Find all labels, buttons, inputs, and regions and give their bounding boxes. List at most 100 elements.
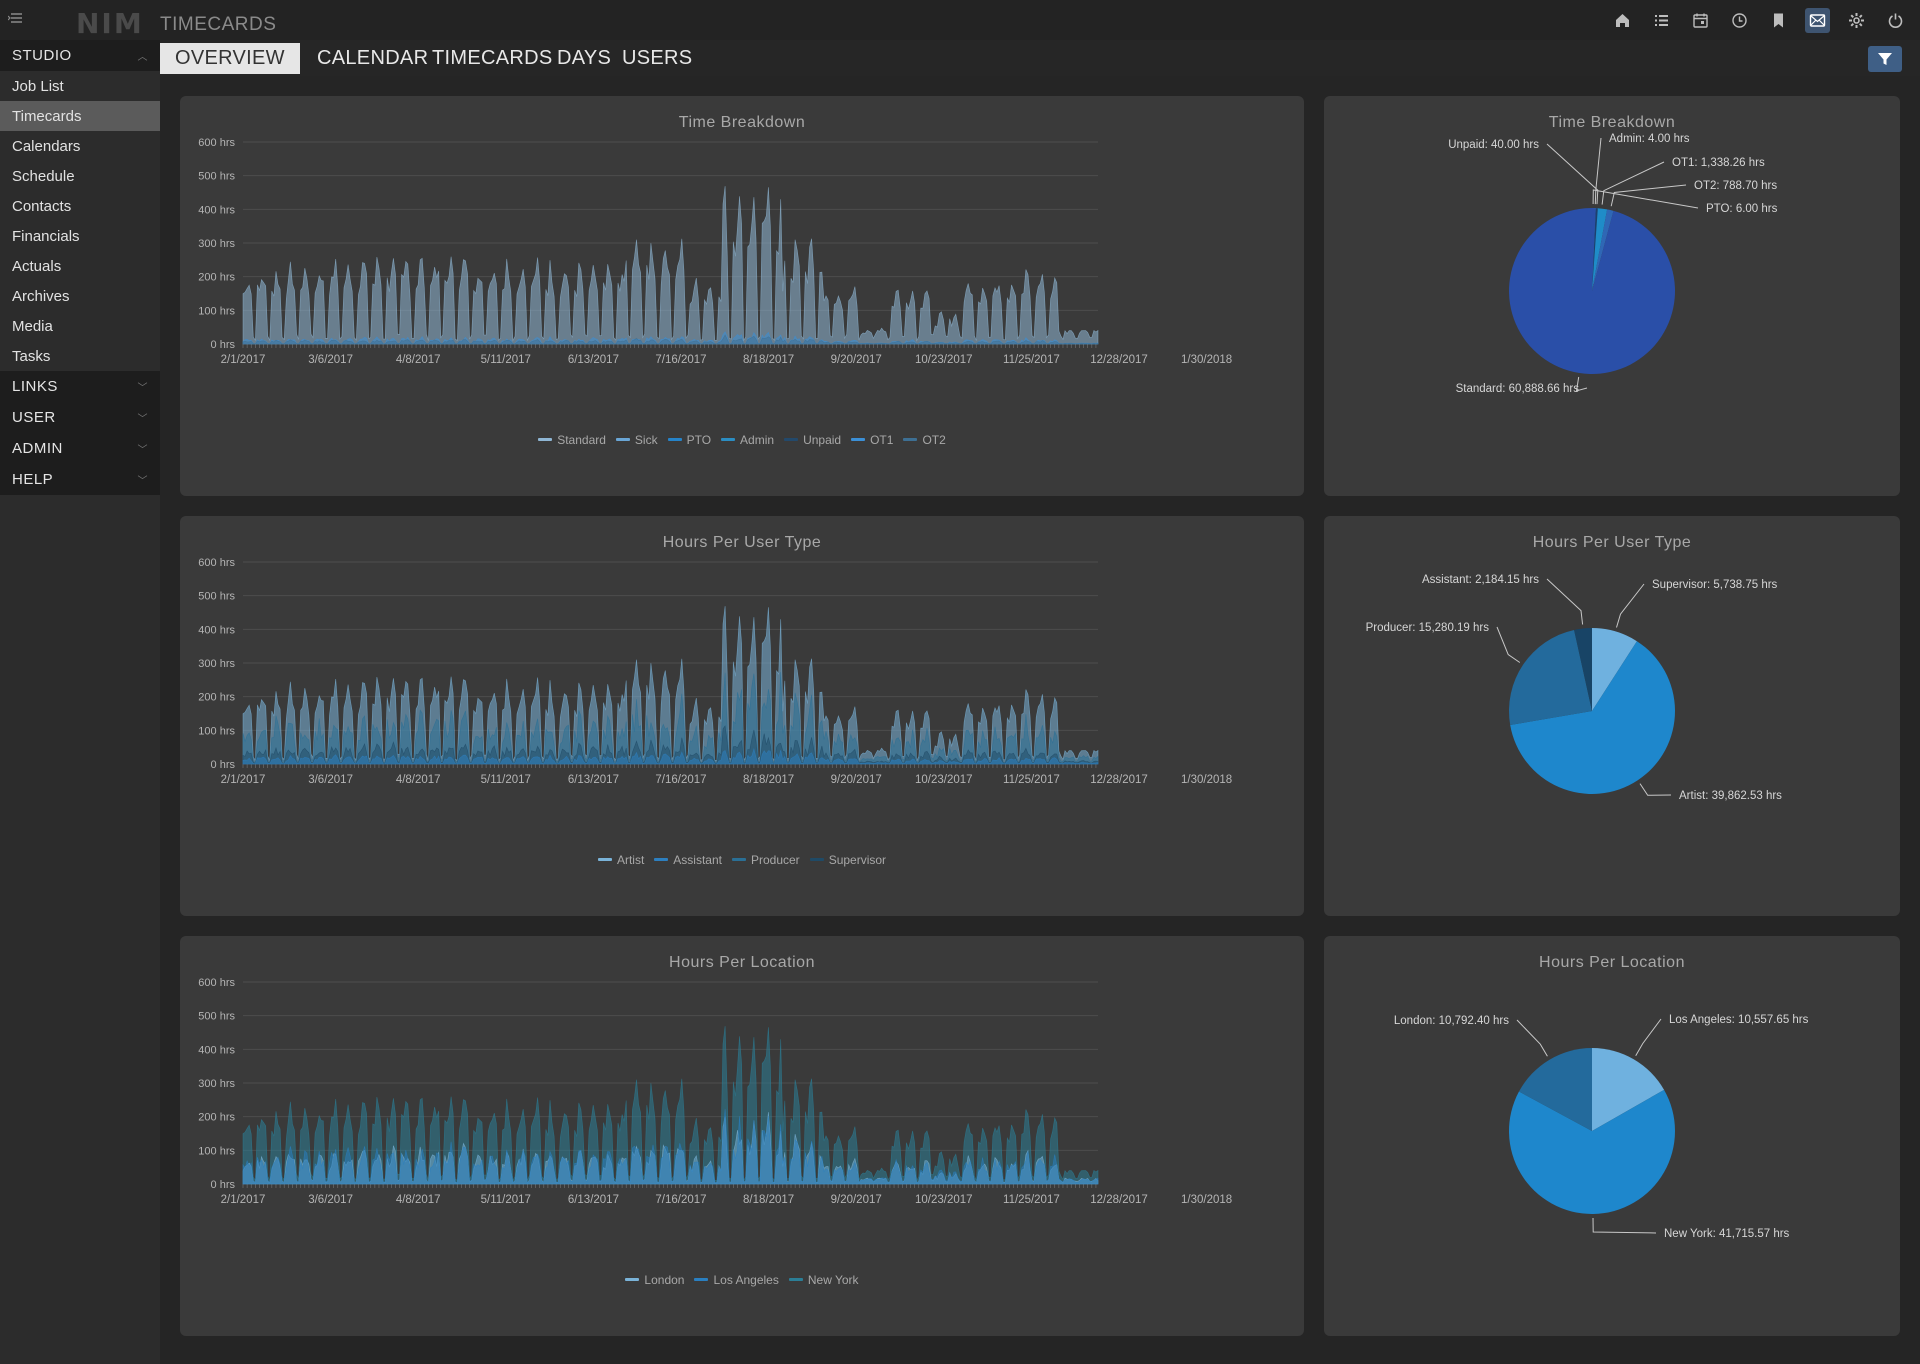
pie-leader-line <box>1592 1217 1657 1234</box>
x-tick-label: 4/8/2017 <box>396 774 441 786</box>
pie-slice-supervisor[interactable] <box>1592 628 1637 711</box>
y-tick-label: 0 hrs <box>211 1179 236 1191</box>
sidebar-item-archives[interactable]: Archives <box>12 287 70 305</box>
sidebar-section-studio[interactable]: STUDIO ︿ <box>0 40 160 71</box>
legend-item-new-york[interactable]: New York <box>788 1273 859 1287</box>
pie-slice-los-angeles[interactable] <box>1592 1048 1665 1131</box>
series-area-assistant[interactable] <box>242 747 1099 765</box>
pie-slice-artist[interactable] <box>1510 641 1675 794</box>
y-tick-label: 100 hrs <box>198 725 235 737</box>
pie-slice-ot2[interactable] <box>1592 209 1614 291</box>
sidebar-item-schedule[interactable]: Schedule <box>12 167 75 185</box>
pie-leader-line <box>1639 783 1672 796</box>
tab-days[interactable]: DAYS <box>557 47 612 69</box>
legend-item-ot1[interactable]: OT1 <box>851 433 893 447</box>
x-tick-label: 3/6/2017 <box>308 774 353 786</box>
sidebar-section-user[interactable]: USER ﹀ <box>0 402 160 433</box>
sidebar-item-tasks[interactable]: Tasks <box>12 347 51 365</box>
sidebar: STUDIO ︿ Job List Timecards Calendars Sched… <box>0 40 160 1364</box>
y-tick-label: 200 hrs <box>198 692 235 704</box>
y-tick-label: 0 hrs <box>211 339 236 351</box>
gear-button[interactable] <box>1844 8 1869 33</box>
filter-button[interactable] <box>1868 46 1902 72</box>
pie-slice-standard[interactable] <box>1509 208 1676 375</box>
y-tick-label: 500 hrs <box>198 171 235 183</box>
legend-item-los-angeles[interactable]: Los Angeles <box>694 1273 779 1287</box>
menu-icon[interactable] <box>7 12 26 26</box>
pie-leader-line <box>1610 184 1687 207</box>
sidebar-item-timecards[interactable]: Timecards <box>0 101 160 131</box>
sidebar-item-contacts[interactable]: Contacts <box>12 197 72 215</box>
x-tick-label: 2/1/2017 <box>221 774 266 786</box>
pie-leader-line <box>1635 1018 1662 1057</box>
tab-bar: OVERVIEW CALENDAR TIMECARDS DAYS USERS <box>160 40 1920 76</box>
y-tick-label: 500 hrs <box>198 1011 235 1023</box>
bookmark-icon <box>1774 13 1783 28</box>
clock-button[interactable] <box>1727 8 1752 33</box>
sidebar-section-admin[interactable]: ADMIN ﹀ <box>0 433 160 464</box>
y-tick-label: 100 hrs <box>198 305 235 317</box>
pie-slice-assistant[interactable] <box>1574 628 1592 711</box>
y-tick-label: 400 hrs <box>198 1044 235 1056</box>
chart-title: Time Breakdown <box>678 114 806 131</box>
pie-leader-line <box>1546 143 1599 205</box>
legend-item-producer[interactable]: Producer <box>731 853 800 867</box>
x-tick-label: 4/8/2017 <box>396 354 441 366</box>
legend-item-supervisor[interactable]: Supervisor <box>809 852 887 867</box>
x-tick-label: 2/1/2017 <box>221 1194 266 1206</box>
tab-calendar[interactable]: CALENDAR <box>317 47 429 69</box>
series-area-ot2[interactable] <box>242 334 1099 345</box>
legend-item-admin[interactable]: Admin <box>721 433 774 447</box>
legend-item-london[interactable]: London <box>625 1273 684 1287</box>
x-tick-label: 11/25/2017 <box>1003 1194 1060 1206</box>
legend-item-standard[interactable]: Standard <box>538 433 606 447</box>
mail-button[interactable] <box>1805 8 1830 33</box>
x-tick-label: 1/30/2018 <box>1181 1194 1232 1206</box>
legend-item-assistant[interactable]: Assistant <box>654 853 722 867</box>
pie-label: PTO: 6.00 hrs <box>1706 203 1778 215</box>
x-tick-label: 9/20/2017 <box>831 354 882 366</box>
sidebar-item-actuals[interactable]: Actuals <box>12 257 62 275</box>
legend-item-pto[interactable]: PTO <box>667 433 711 447</box>
app-logo[interactable]: NIM <box>76 7 144 40</box>
list-button[interactable] <box>1649 8 1674 33</box>
legend-swatch <box>538 438 553 441</box>
y-tick-label: 300 hrs <box>198 1078 235 1090</box>
pie-label: Admin: 4.00 hrs <box>1609 133 1690 145</box>
legend-item-ot2[interactable]: OT2 <box>903 433 946 447</box>
sidebar-item-media[interactable]: Media <box>12 317 53 335</box>
pie-slice-new-york[interactable] <box>1508 1089 1675 1214</box>
x-tick-label: 3/6/2017 <box>308 354 353 366</box>
x-tick-label: 8/18/2017 <box>743 1194 794 1206</box>
sidebar-item-financials[interactable]: Financials <box>12 227 80 245</box>
sidebar-section-help[interactable]: HELP ﹀ <box>0 464 160 495</box>
tab-users[interactable]: USERS <box>622 47 693 69</box>
legend-swatch <box>903 438 918 441</box>
user-type-area-panel: Hours Per User Type 600 hrs 500 hrs 400 hr… <box>180 516 1304 916</box>
pie-leader-line <box>1616 583 1645 628</box>
tab-overview[interactable]: OVERVIEW <box>160 43 300 74</box>
series-area-los-angeles[interactable] <box>242 1109 1099 1185</box>
pie-slice-london[interactable] <box>1518 1048 1592 1131</box>
pie-slice-producer[interactable] <box>1508 629 1592 725</box>
power-button[interactable] <box>1883 8 1908 33</box>
sidebar-section-label: ADMIN <box>12 440 63 457</box>
legend-item-artist[interactable]: Artist <box>597 853 644 867</box>
series-area-standard[interactable] <box>242 186 1099 345</box>
pie-slice-unpaid[interactable] <box>1592 208 1598 291</box>
calendar-button[interactable] <box>1688 8 1713 33</box>
legend-swatch <box>625 1278 640 1281</box>
pie-leader-line <box>1601 161 1665 205</box>
time-breakdown-area-panel: Time Breakdown 600 hrs 500 hrs 400 hrs 300 … <box>180 96 1304 496</box>
home-button[interactable] <box>1610 8 1635 33</box>
pie-label: Unpaid: 40.00 hrs <box>1448 139 1539 151</box>
tab-timecards[interactable]: TIMECARDS <box>432 47 553 69</box>
legend-label: Supervisor <box>828 852 887 867</box>
legend-item-sick[interactable]: Sick <box>615 433 658 447</box>
sidebar-item-calendars[interactable]: Calendars <box>12 137 81 155</box>
legend-label: London <box>644 1272 685 1287</box>
legend-item-unpaid[interactable]: Unpaid <box>784 433 841 447</box>
sidebar-section-links[interactable]: LINKS ﹀ <box>0 371 160 402</box>
bookmark-button[interactable] <box>1766 8 1791 33</box>
sidebar-item-job-list[interactable]: Job List <box>12 77 64 95</box>
